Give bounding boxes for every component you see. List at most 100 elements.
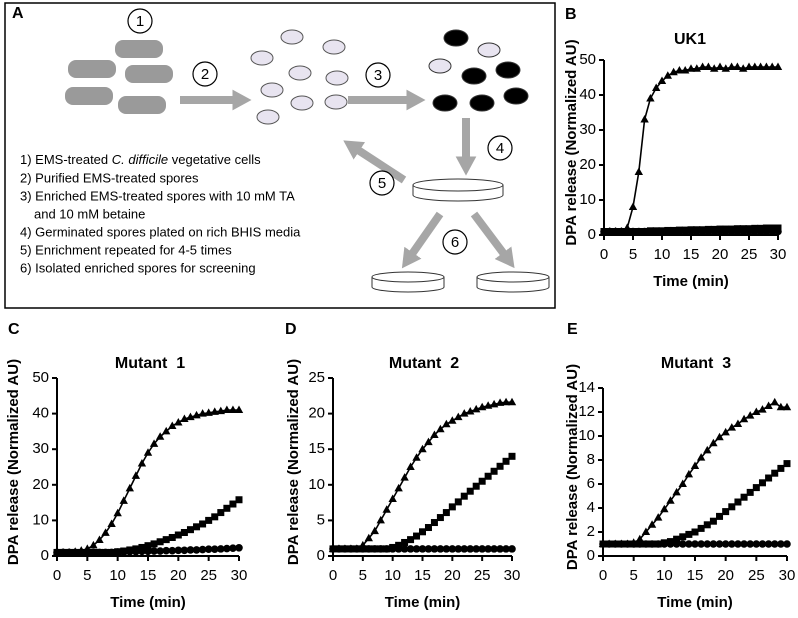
circle-marker (758, 540, 767, 548)
y-axis-label: DPA release (Normalized AU) (5, 359, 22, 565)
triangle-marker (635, 534, 644, 543)
circle-marker (703, 540, 712, 548)
circle-marker (406, 545, 415, 553)
triangle-marker (675, 66, 684, 74)
step-circle (487, 135, 513, 161)
circle-marker (629, 227, 637, 236)
triangle-marker (228, 405, 238, 414)
circle-marker (223, 544, 231, 553)
triangle-marker (376, 515, 385, 524)
y-tick-label: 30 (32, 440, 49, 457)
spore (469, 94, 495, 112)
circle-marker (335, 545, 343, 553)
square-marker (235, 496, 243, 504)
triangle-marker (210, 407, 219, 415)
circle-marker (693, 227, 701, 236)
triangle-marker (768, 62, 777, 70)
enriched-spores (428, 29, 529, 112)
circle-marker (53, 548, 61, 557)
circle-marker (617, 227, 626, 236)
spore (495, 61, 521, 79)
square-marker (199, 520, 207, 528)
square-marker (496, 462, 504, 470)
triangle-marker (762, 62, 771, 70)
circle-marker (762, 227, 771, 236)
chart-title: Mutant 1 (115, 355, 185, 372)
circle-marker (204, 545, 213, 554)
triangle-marker (752, 407, 761, 415)
x-tick-label: 0 (600, 246, 608, 263)
circle-marker (685, 540, 693, 548)
circle-marker (675, 227, 684, 236)
circle-marker (640, 227, 649, 236)
triangle-marker (442, 419, 451, 428)
triangle-marker (101, 528, 110, 536)
step-circle (369, 170, 395, 196)
triangle-marker (174, 418, 183, 426)
y-tick-label: 0 (587, 547, 595, 564)
y-axis-label: DPA release (Normalized AU) (563, 39, 580, 245)
spore (260, 82, 284, 98)
square-marker (758, 479, 766, 487)
legend-line: 3) Enriched EMS-treated spores with 10 m… (20, 188, 295, 203)
legend-text: 1) EMS-treated (20, 152, 112, 167)
triangle-marker (750, 62, 759, 70)
square-marker (193, 523, 201, 531)
triangle-marker (641, 527, 651, 535)
circle-marker (745, 227, 753, 236)
x-tick-label: 25 (748, 567, 765, 584)
circle-marker (691, 540, 699, 548)
legend-line: 1) EMS-treated C. difficile vegetative c… (20, 152, 261, 167)
triangle-marker (727, 423, 736, 431)
square-marker (180, 529, 188, 537)
circle-marker (635, 227, 643, 236)
square-marker (223, 504, 231, 512)
triangle-marker (168, 421, 177, 430)
triangle-marker (466, 406, 475, 415)
x-tick-label: 5 (83, 567, 91, 584)
circle-marker (756, 227, 765, 236)
diagram-panel: A (4, 2, 556, 309)
circle-marker (697, 540, 705, 548)
circle-marker (664, 227, 672, 236)
chart-title: UK1 (674, 31, 706, 48)
triangle-marker (216, 406, 225, 415)
x-tick-label: 5 (629, 246, 637, 263)
square-marker (734, 498, 742, 506)
panel-label: D (285, 321, 297, 338)
triangle-marker (634, 167, 643, 175)
square-marker (217, 509, 225, 517)
circle-marker (442, 545, 451, 553)
triangle-marker (400, 473, 409, 481)
step-circle (365, 62, 391, 88)
spore (477, 42, 501, 58)
circle-marker (704, 227, 713, 236)
square-marker (138, 543, 146, 551)
circle-marker (606, 227, 614, 236)
spore (443, 29, 469, 47)
x-tick-label: 30 (231, 567, 248, 584)
triangle-marker (721, 427, 730, 436)
cell (118, 96, 166, 114)
square-marker (466, 487, 474, 495)
circle-marker (89, 548, 98, 557)
x-tick-label: 30 (779, 567, 796, 584)
circle-marker (95, 548, 104, 557)
triangle-marker (733, 62, 742, 70)
square-marker (502, 457, 510, 465)
circle-marker (660, 540, 669, 548)
circle-marker (777, 540, 785, 548)
cell (68, 60, 116, 78)
square-marker (454, 498, 462, 506)
circle-marker (716, 227, 724, 236)
cell (125, 65, 173, 83)
circle-marker (746, 540, 754, 548)
x-axis-label: Time (min) (653, 273, 729, 290)
triangle-marker (657, 76, 667, 84)
chart-title: Mutant 3 (661, 355, 731, 372)
square-marker (783, 460, 791, 468)
triangle-marker (131, 471, 141, 479)
circle-marker (156, 547, 164, 555)
circle-marker (654, 540, 662, 548)
circle-marker (365, 545, 373, 553)
